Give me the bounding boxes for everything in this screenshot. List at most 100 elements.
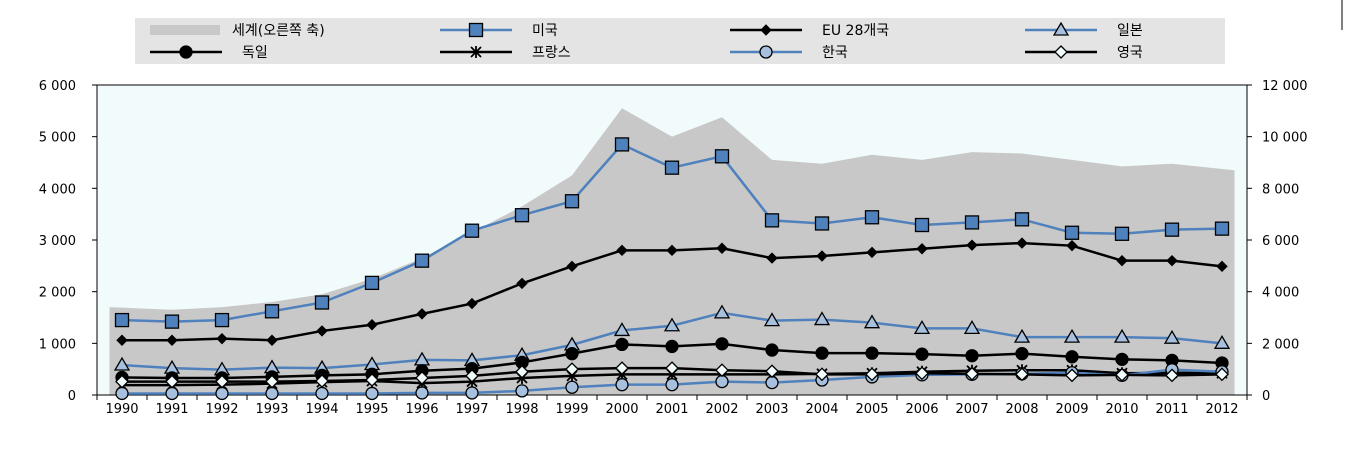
legend-label: EU 28개국 xyxy=(822,23,889,39)
x-tick-label: 2006 xyxy=(905,402,938,417)
series-1 xyxy=(116,237,1228,346)
series-2-point xyxy=(113,356,131,371)
legend-label: 일본 xyxy=(1117,23,1143,39)
series-6-point xyxy=(265,374,279,389)
series-6-point xyxy=(215,374,229,389)
x-tick-label: 2003 xyxy=(755,402,788,417)
series-0-point xyxy=(714,149,730,164)
right-tick-label: 6 000 xyxy=(1262,234,1299,249)
series-1-point xyxy=(716,242,728,254)
series-5-point xyxy=(515,384,529,398)
series-0-point xyxy=(564,194,580,209)
series-0-point xyxy=(1064,225,1080,240)
series-0-point xyxy=(664,160,680,175)
x-tick-label: 1997 xyxy=(455,402,488,417)
series-2 xyxy=(113,304,1231,376)
series-6-point xyxy=(1115,367,1129,382)
series-0-point xyxy=(214,312,230,328)
series-0-point xyxy=(1114,226,1130,241)
series-0-point xyxy=(164,314,180,329)
legend-label: 독일 xyxy=(242,45,268,61)
legend-swatch-marker xyxy=(1054,45,1068,59)
x-tick-label: 2004 xyxy=(805,402,838,417)
series-2-point xyxy=(763,312,781,327)
series-2-point xyxy=(863,314,881,329)
series-2-point xyxy=(963,320,981,335)
series-6-point xyxy=(115,374,129,389)
left-tick-label: 4 000 xyxy=(39,182,76,197)
series-2-point xyxy=(813,311,831,326)
series-6-point xyxy=(165,374,179,389)
series-3-point xyxy=(815,346,829,360)
series-1-point xyxy=(1166,254,1178,267)
right-tick-label: 12 000 xyxy=(1262,79,1308,94)
series-0-point xyxy=(464,223,480,238)
x-tick-label: 2008 xyxy=(1005,402,1038,417)
legend-swatch-marker xyxy=(470,46,482,58)
series-6-point xyxy=(865,367,879,382)
series-3-point xyxy=(865,346,879,360)
series-0-point xyxy=(914,217,930,233)
legend-swatch-marker xyxy=(759,45,773,59)
left-tick-label: 6 000 xyxy=(39,79,76,94)
x-tick-label: 2001 xyxy=(655,402,688,417)
x-tick-label: 2012 xyxy=(1205,402,1238,417)
series-6-point xyxy=(965,366,979,381)
series-1-point xyxy=(666,244,678,257)
series-1-point xyxy=(1016,237,1028,249)
legend-item: 영국 xyxy=(1025,45,1143,61)
series-2-point xyxy=(1163,329,1181,344)
series-1-point xyxy=(1216,260,1228,273)
series-0-point xyxy=(1164,222,1180,237)
x-tick-label: 1990 xyxy=(105,402,138,417)
x-tick-label: 2005 xyxy=(855,402,888,417)
series-2-point xyxy=(1013,328,1031,343)
series-0-point xyxy=(1214,221,1230,236)
legend-background xyxy=(135,18,1225,64)
series-1-point xyxy=(516,277,528,290)
series-2-point xyxy=(713,304,731,319)
series-1-point xyxy=(366,319,378,331)
series-5-point xyxy=(265,386,279,401)
right-tick-label: 10 000 xyxy=(1262,131,1308,146)
x-tick-label: 1993 xyxy=(255,402,288,417)
legend-item: 독일 xyxy=(150,45,268,61)
x-tick-label: 1991 xyxy=(155,402,188,417)
legend-label: 세계(오른쪽 축) xyxy=(232,23,325,39)
x-tick-label: 1999 xyxy=(555,402,588,417)
series-0-point xyxy=(414,253,430,268)
x-tick-label: 2000 xyxy=(605,402,638,417)
series-2-point xyxy=(1113,328,1131,343)
legend-swatch-world xyxy=(150,25,220,35)
series-5-point xyxy=(665,378,679,392)
series-1-point xyxy=(1116,254,1128,267)
series-3-point xyxy=(765,343,779,357)
series-0-point xyxy=(864,210,880,225)
left-tick-label: 0 xyxy=(68,389,76,404)
series-6-point xyxy=(515,364,529,379)
series-6-point xyxy=(565,362,579,377)
series-0-point xyxy=(964,215,980,230)
series-6-point xyxy=(415,371,429,385)
right-tick-label: 2 000 xyxy=(1262,337,1299,352)
series-3-point xyxy=(1065,350,1079,364)
series-3-point xyxy=(565,347,579,361)
series-5-point xyxy=(365,386,379,401)
series-6-point xyxy=(1165,368,1179,383)
series-5-point xyxy=(315,386,329,401)
x-tick-label: 2009 xyxy=(1055,402,1088,417)
legend-label: 프랑스 xyxy=(532,45,571,61)
x-tick-label: 1995 xyxy=(355,402,388,417)
left-tick-label: 2 000 xyxy=(39,286,76,301)
series-1-point xyxy=(216,332,228,345)
series-2-point xyxy=(913,320,931,335)
series-6-point xyxy=(665,361,679,376)
series-6-point xyxy=(715,363,729,378)
x-tick-label: 1992 xyxy=(205,402,238,417)
series-6-point xyxy=(765,364,779,379)
series-3-point xyxy=(1115,352,1129,367)
series-5-point xyxy=(765,375,779,390)
series-0-point xyxy=(264,304,280,319)
series-0-point xyxy=(314,295,330,310)
